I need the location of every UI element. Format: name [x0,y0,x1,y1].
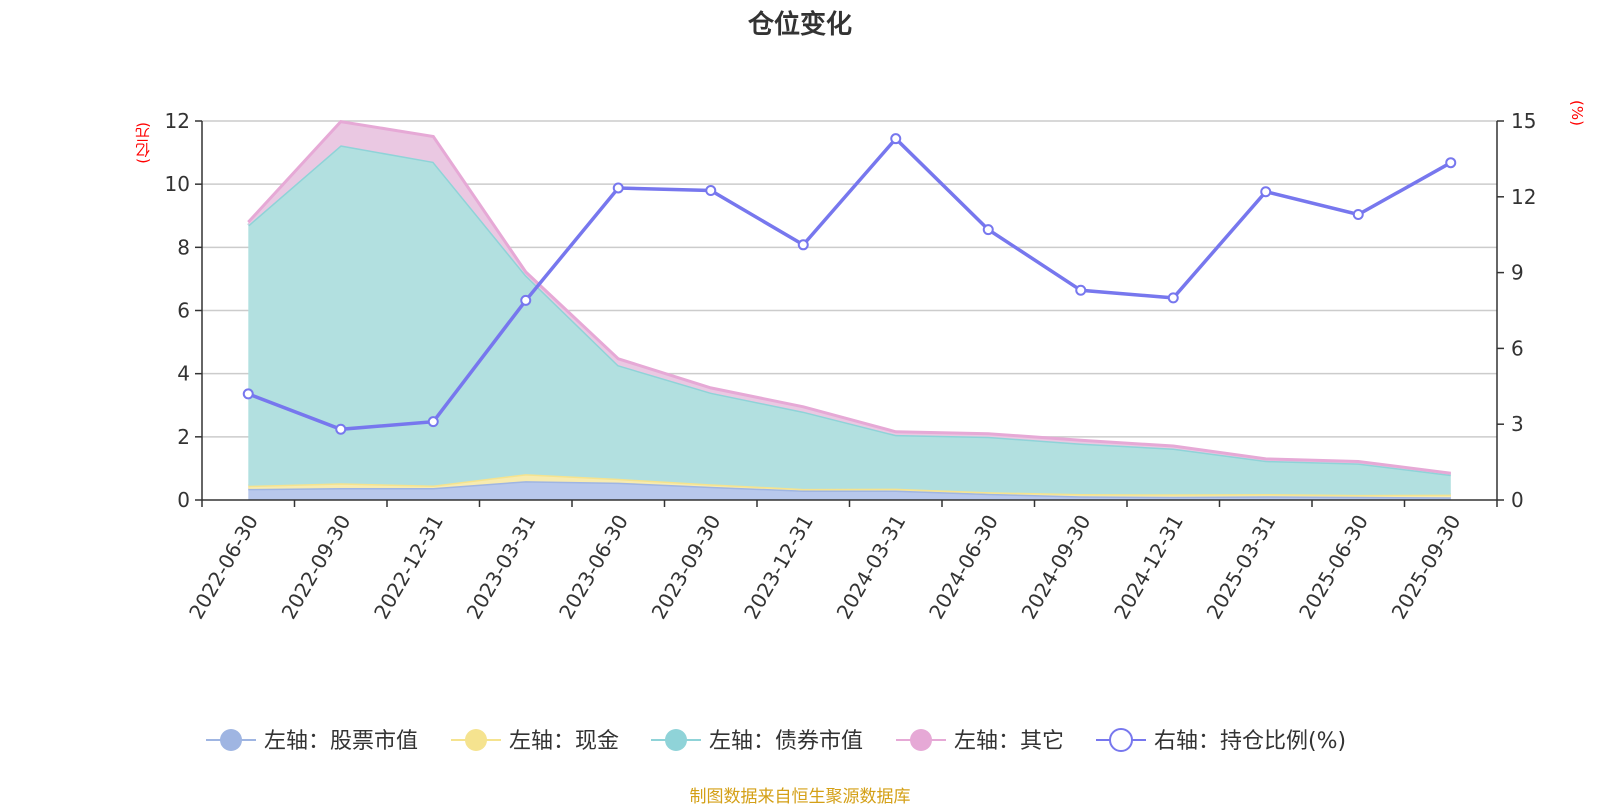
x-axis-tick-label: 2024-09-30 [1017,511,1096,624]
right-axis-tick-label: 0 [1511,488,1524,512]
holding-ratio-point [335,423,347,435]
holding-ratio-point [1075,284,1087,296]
x-axis-tick-label: 2024-03-31 [832,511,911,624]
holding-ratio-point [705,184,717,196]
right-axis-tick-label: 15 [1511,109,1536,133]
left-axis-tick-label: 10 [165,172,190,196]
holding-ratio-point [1167,292,1179,304]
x-axis-tick-label: 2022-12-31 [369,511,448,624]
x-axis-tick-label: 2024-06-30 [924,511,1003,624]
chart-title: 仓位变化 [747,10,852,40]
x-axis-tick-label: 2024-12-31 [1109,511,1188,624]
legend-label: 左轴：股票市值 [264,729,418,754]
legend-marker [465,729,487,751]
holding-ratio-point [1260,186,1272,198]
area-edge-3 [247,119,1451,475]
holding-ratio-point [1445,157,1457,169]
holding-ratio-line [247,136,1452,432]
x-axis-tick-label: 2022-06-30 [184,511,263,624]
x-axis-tick-label: 2025-06-30 [1294,511,1373,624]
x-axis-tick-label: 2025-03-31 [1202,511,1281,624]
right-axis-tick-label: 6 [1511,336,1524,360]
legend-label: 左轴：其它 [954,729,1064,754]
holding-ratio-point [612,182,624,194]
left-axis-tick-label: 0 [177,488,190,512]
right-axis-tick-label: 3 [1511,412,1524,436]
x-axis-tick-label: 2025-09-30 [1387,511,1466,624]
left-axis-tick-label: 2 [177,425,190,449]
x-axis-tick-label: 2023-12-31 [739,511,818,624]
holding-ratio-point [1352,208,1364,220]
legend-label: 左轴：现金 [509,729,619,754]
right-axis-tick-label: 9 [1511,261,1524,285]
holding-ratio-point [427,416,439,428]
x-axis-tick-label: 2023-06-30 [554,511,633,624]
right-axis-unit: (%) [1568,100,1586,126]
legend-marker [910,729,932,751]
area-2 [248,145,1451,495]
left-axis-tick-label: 4 [177,362,190,386]
left-axis-tick-label: 12 [165,109,190,133]
area-1 [248,474,1451,498]
legend-marker [665,729,687,751]
legend-label: 右轴：持仓比例(%) [1154,729,1346,754]
holding-ratio-point [890,133,902,145]
source-footer: 制图数据来自恒生聚源数据库 [689,787,911,807]
x-axis-tick-label: 2022-09-30 [277,511,356,624]
x-axis-tick-label: 2023-09-30 [647,511,726,624]
holding-ratio-point [797,239,809,251]
left-axis-tick-label: 8 [177,235,190,259]
holding-ratio-point [242,388,254,400]
left-axis-tick-label: 6 [177,299,190,323]
legend-label: 左轴：债券市值 [709,729,863,754]
x-axis-tick-label: 2023-03-31 [462,511,541,624]
legend-marker [220,729,242,751]
right-axis-tick-label: 12 [1511,185,1536,209]
legend: 左轴：股票市值 左轴：现金 左轴：债券市值 左轴：其它 右轴：持仓比例(%) [206,728,1346,754]
holding-ratio-point [520,294,532,306]
legend-marker [1109,728,1133,752]
holding-ratio-point [982,224,994,236]
